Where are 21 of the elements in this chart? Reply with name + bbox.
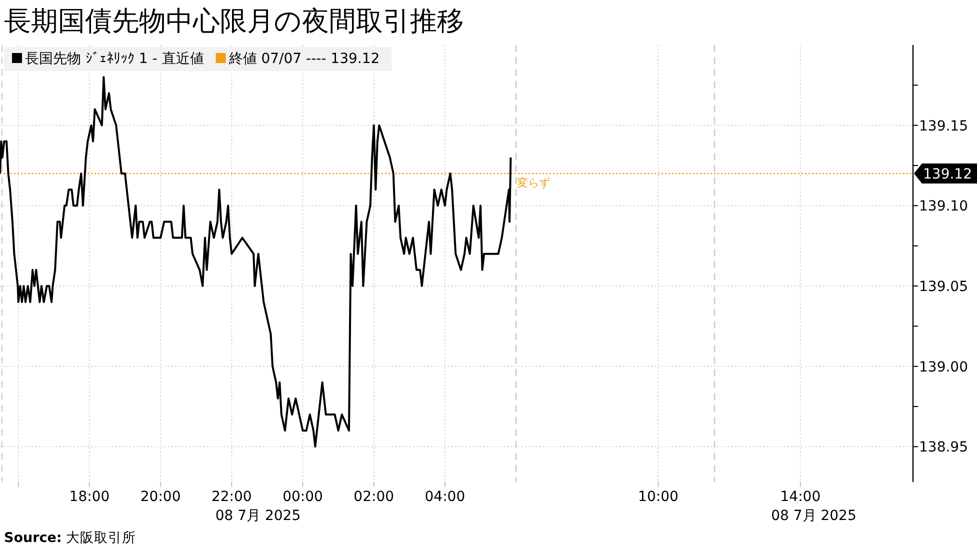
- y-tick-label: 139.12: [923, 166, 972, 183]
- y-tick-label: 138.95: [919, 440, 968, 456]
- x-tick-label: 18:00: [69, 489, 110, 505]
- y-tick-label: 139.05: [919, 278, 968, 295]
- chart-title: 長期国債先物中心限月の夜間取引推移: [4, 6, 464, 37]
- y-tick-label: 139.10: [919, 198, 968, 215]
- x-tick-label: 20:00: [140, 489, 181, 505]
- legend-label: 終値 07/07 ---- 139.12: [228, 51, 380, 67]
- x-tick-label: 10:00: [638, 489, 678, 505]
- y-tick-label: 139.00: [919, 359, 968, 376]
- x-tick-label: 22:00: [211, 489, 252, 505]
- annotation: 変らず: [517, 176, 550, 190]
- text: 08 7月 2025: [771, 508, 856, 524]
- x-tick-label: 02:00: [354, 489, 394, 505]
- x-tick-label: 14:00: [780, 489, 821, 505]
- text: 08 7月 2025: [215, 508, 301, 524]
- text: Source: 大阪取引所: [4, 530, 136, 546]
- y-tick-label: 139.15: [919, 118, 968, 134]
- x-tick-label: 00:00: [282, 489, 323, 505]
- x-tick-label: 04:00: [424, 489, 466, 505]
- legend-label: 長国先物 ｼﾞｪﾈﾘｯｸ 1 - 直近値: [25, 51, 204, 67]
